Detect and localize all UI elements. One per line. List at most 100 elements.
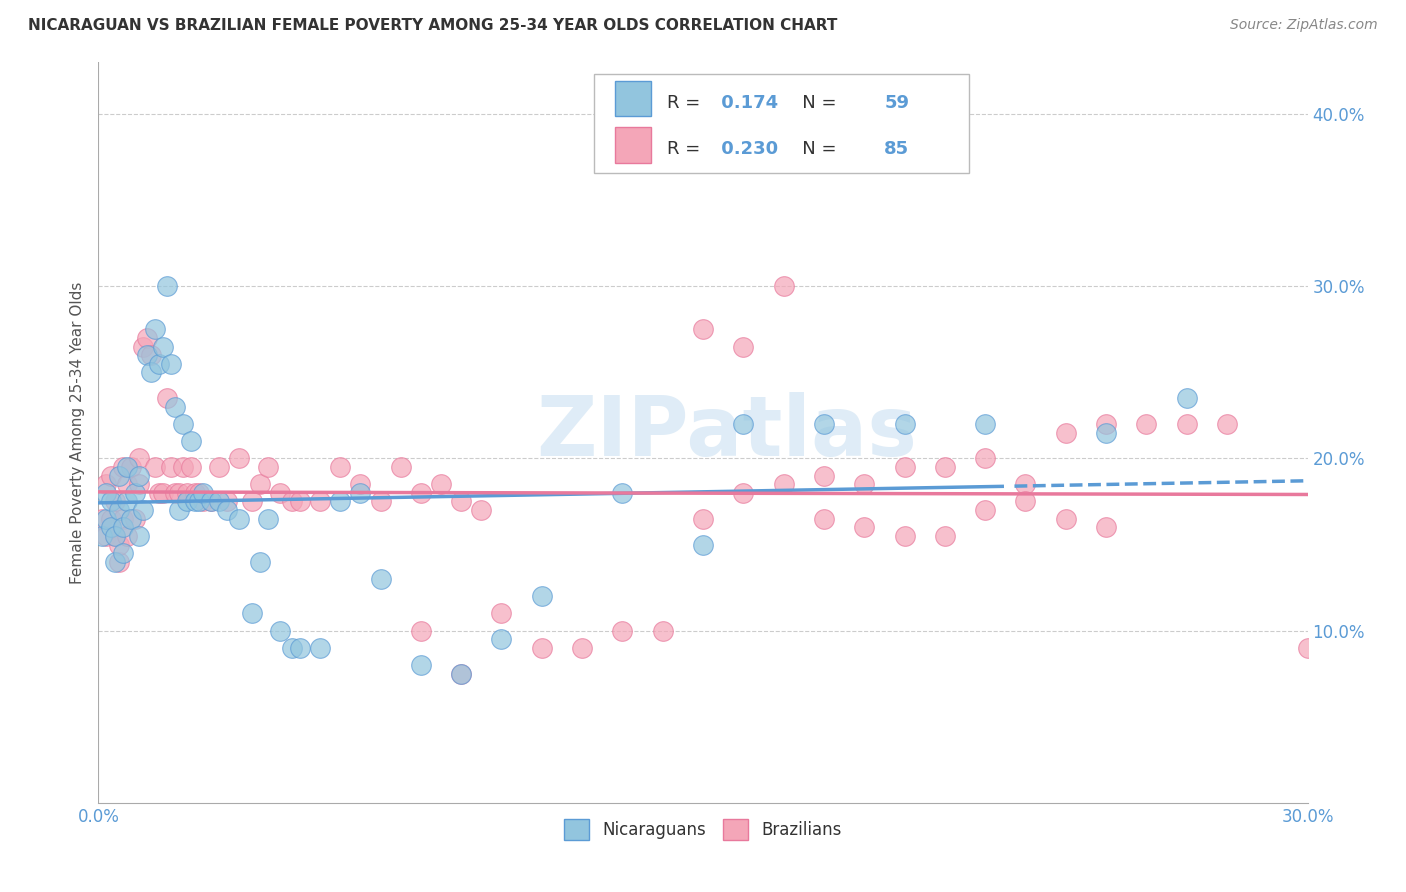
Point xyxy=(160,357,183,371)
Point xyxy=(349,486,371,500)
Point xyxy=(111,520,134,534)
Point xyxy=(1095,520,1118,534)
Point xyxy=(228,451,250,466)
Point xyxy=(853,477,876,491)
Text: NICARAGUAN VS BRAZILIAN FEMALE POVERTY AMONG 25-34 YEAR OLDS CORRELATION CHART: NICARAGUAN VS BRAZILIAN FEMALE POVERTY A… xyxy=(28,18,838,33)
Bar xyxy=(614,128,651,162)
Point xyxy=(103,529,125,543)
Point xyxy=(132,339,155,353)
Point xyxy=(163,400,186,414)
Point xyxy=(148,357,170,371)
Point xyxy=(893,460,915,475)
Point xyxy=(370,572,392,586)
Text: N =: N = xyxy=(785,140,842,159)
Point xyxy=(100,494,122,508)
Point xyxy=(115,477,138,491)
Point xyxy=(256,512,278,526)
Point xyxy=(208,460,231,475)
Point xyxy=(124,486,146,500)
Point xyxy=(349,477,371,491)
Point xyxy=(1296,640,1319,655)
Point xyxy=(111,512,134,526)
Point xyxy=(120,460,142,475)
Point xyxy=(281,494,304,508)
Point xyxy=(188,486,211,500)
Point xyxy=(100,512,122,526)
Point xyxy=(156,279,179,293)
Point xyxy=(329,460,352,475)
Point xyxy=(813,417,835,431)
Point xyxy=(1054,512,1077,526)
Point xyxy=(1054,425,1077,440)
Point xyxy=(148,486,170,500)
Point xyxy=(1095,425,1118,440)
Y-axis label: Female Poverty Among 25-34 Year Olds: Female Poverty Among 25-34 Year Olds xyxy=(69,282,84,583)
Point xyxy=(96,529,118,543)
Point xyxy=(176,486,198,500)
Point xyxy=(491,632,513,647)
Point xyxy=(139,365,162,379)
Point xyxy=(111,460,134,475)
Point xyxy=(240,494,263,508)
Point xyxy=(143,460,166,475)
Point xyxy=(91,512,114,526)
Point xyxy=(692,322,714,336)
Point xyxy=(107,468,129,483)
Point xyxy=(893,417,915,431)
Point xyxy=(853,520,876,534)
Point xyxy=(571,640,593,655)
Point xyxy=(772,477,794,491)
Point xyxy=(692,537,714,551)
Point xyxy=(1175,391,1198,405)
Point xyxy=(132,503,155,517)
Point xyxy=(103,529,125,543)
Point xyxy=(409,658,432,673)
Point xyxy=(450,666,472,681)
Point xyxy=(733,486,755,500)
Point xyxy=(269,624,291,638)
Point xyxy=(107,555,129,569)
Point xyxy=(152,486,174,500)
Point xyxy=(1216,417,1239,431)
Point xyxy=(813,512,835,526)
Point xyxy=(1175,417,1198,431)
Point xyxy=(256,460,278,475)
Point xyxy=(115,529,138,543)
Point xyxy=(974,503,997,517)
Point xyxy=(450,494,472,508)
Point xyxy=(450,666,472,681)
Text: 59: 59 xyxy=(884,95,910,112)
Point xyxy=(135,348,157,362)
Point xyxy=(128,477,150,491)
Point xyxy=(135,331,157,345)
Point xyxy=(180,434,202,449)
Point xyxy=(409,624,432,638)
Point xyxy=(228,512,250,526)
Point xyxy=(269,486,291,500)
Point xyxy=(103,494,125,508)
Text: Source: ZipAtlas.com: Source: ZipAtlas.com xyxy=(1230,18,1378,32)
Point xyxy=(172,417,194,431)
Point xyxy=(934,529,956,543)
Text: R =: R = xyxy=(666,140,706,159)
Point xyxy=(733,339,755,353)
Point xyxy=(288,494,311,508)
Point xyxy=(1135,417,1157,431)
Point xyxy=(124,512,146,526)
Point xyxy=(152,339,174,353)
Point xyxy=(120,512,142,526)
Point xyxy=(143,322,166,336)
Legend: Nicaraguans, Brazilians: Nicaraguans, Brazilians xyxy=(558,813,848,847)
Point xyxy=(160,460,183,475)
Point xyxy=(193,494,215,508)
Point xyxy=(893,529,915,543)
Point xyxy=(128,451,150,466)
Point xyxy=(309,494,332,508)
FancyBboxPatch shape xyxy=(595,73,969,173)
Point xyxy=(139,348,162,362)
Point xyxy=(96,486,118,500)
Point xyxy=(156,391,179,405)
Point xyxy=(217,494,239,508)
Point xyxy=(651,624,673,638)
Point xyxy=(612,624,634,638)
